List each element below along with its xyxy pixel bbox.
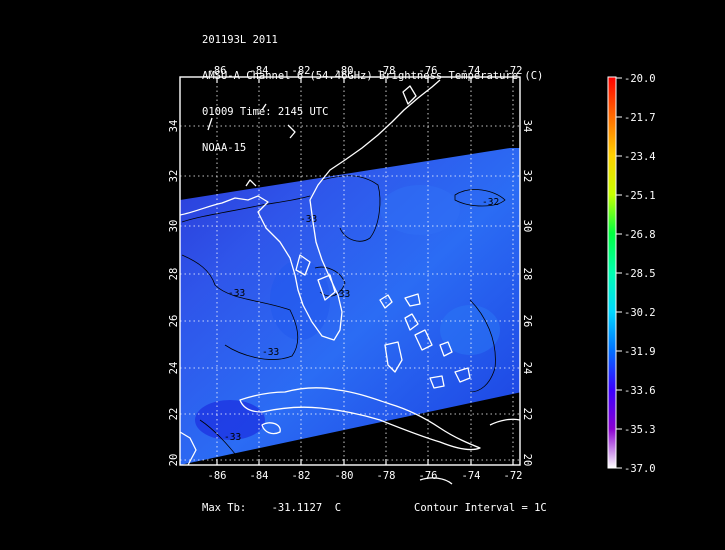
product-title-line: AMSU-A Channel 6 (54.46GHz) Brightness T… <box>202 70 544 82</box>
lon-label-bottom: -72 <box>504 470 523 482</box>
satellite-line: NOAA-15 <box>202 142 247 154</box>
storm-id-line: 201193L 2011 <box>202 34 278 46</box>
lat-label-right: 26 <box>521 315 533 328</box>
colorbar-label: -26.8 <box>624 229 656 241</box>
max-tb-label: Max Tb: <box>202 502 247 514</box>
colorbar-label: -20.0 <box>624 73 656 85</box>
contour-label: -33 <box>333 289 350 300</box>
colorbar-label: -33.6 <box>624 385 656 397</box>
lat-label-right: 22 <box>521 408 533 421</box>
contour-label: -33 <box>300 214 317 225</box>
lon-label-bottom: -74 <box>462 470 481 482</box>
lat-lon-grid <box>180 77 520 465</box>
max-tb-value: -31.1127 <box>271 502 323 514</box>
lon-label-bottom: -76 <box>419 470 438 482</box>
colorbar-label: -31.9 <box>624 346 656 358</box>
axis-ticks <box>216 77 514 465</box>
lat-label-right: 34 <box>521 120 533 133</box>
lat-label-right: 24 <box>521 362 533 375</box>
lat-label-left: 34 <box>168 120 180 133</box>
lat-label-left: 30 <box>168 220 180 233</box>
lat-label-right: 28 <box>521 268 533 281</box>
contour-label: -33 <box>228 288 245 299</box>
colorbar-label: -21.7 <box>624 112 656 124</box>
map-frame <box>179 76 521 466</box>
lon-label-bottom: -78 <box>377 470 396 482</box>
map-header: 201193L 2011 AMSU-A Channel 6 (54.46GHz)… <box>202 10 543 166</box>
contour-interval: Contour Interval = 1C <box>414 502 547 514</box>
colorbar-label: -30.2 <box>624 307 656 319</box>
lon-label-bottom: -84 <box>250 470 269 482</box>
time-line: 01009 Time: 2145 UTC <box>202 106 329 118</box>
lon-label-top: -72 <box>504 65 523 77</box>
max-tb-unit: C <box>334 502 342 514</box>
lat-label-left: 24 <box>168 362 180 375</box>
lat-label-left: 28 <box>168 268 180 281</box>
lat-label-left: 20 <box>168 454 180 467</box>
contour-label: -33 <box>224 432 241 443</box>
colorbar <box>607 76 617 469</box>
lat-label-left: 26 <box>168 315 180 328</box>
colorbar-label: -23.4 <box>624 151 656 163</box>
max-tb-readout: Max Tb: -31.1127 C <box>202 502 341 514</box>
lon-label-top: -86 <box>208 65 227 77</box>
lon-label-bottom: -86 <box>208 470 227 482</box>
colorbar-label: -25.1 <box>624 190 656 202</box>
lon-label-top: -84 <box>250 65 269 77</box>
lon-label-top: -76 <box>419 65 438 77</box>
lon-label-bottom: -82 <box>292 470 311 482</box>
lat-label-right: 20 <box>521 454 533 467</box>
colorbar-ticks <box>616 77 622 469</box>
lon-label-top: -74 <box>462 65 481 77</box>
lon-label-top: -78 <box>377 65 396 77</box>
lat-label-right: 32 <box>521 170 533 183</box>
contour-label: -32 <box>482 197 499 208</box>
lat-label-right: 30 <box>521 220 533 233</box>
contour-label: -33 <box>262 347 279 358</box>
lon-label-bottom: -80 <box>335 470 354 482</box>
lon-label-top: -82 <box>292 65 311 77</box>
coastlines <box>179 79 521 485</box>
colorbar-label: -28.5 <box>624 268 656 280</box>
colorbar-label: -37.0 <box>624 463 656 475</box>
colorbar-label: -35.3 <box>624 424 656 436</box>
lon-label-top: -80 <box>335 65 354 77</box>
lat-label-left: 32 <box>168 170 180 183</box>
lat-label-left: 22 <box>168 408 180 421</box>
